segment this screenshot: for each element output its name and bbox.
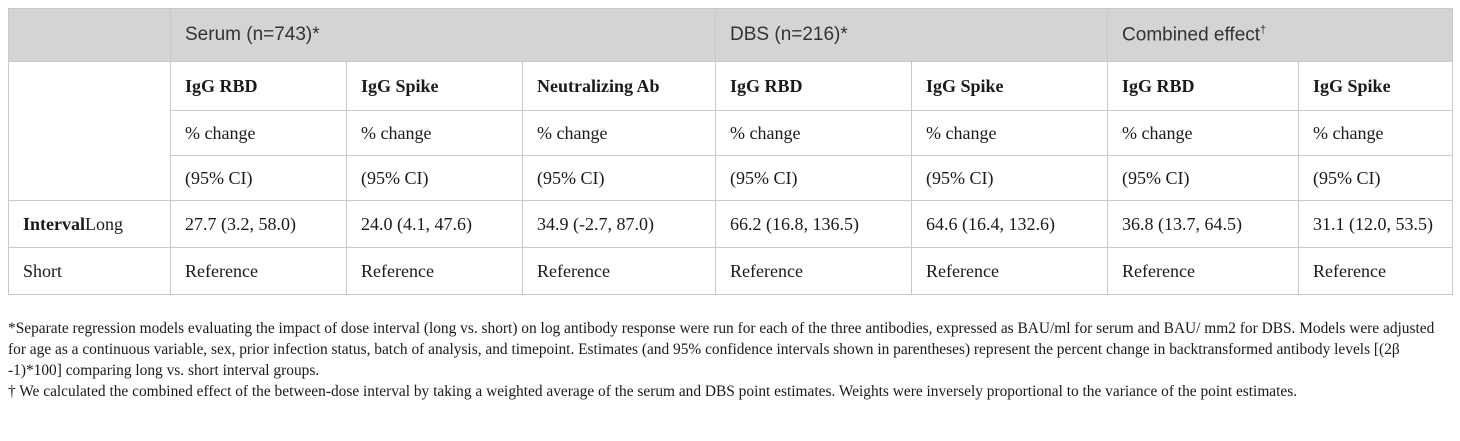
results-table-container: Serum (n=743)* DBS (n=216)* Combined eff… <box>8 8 1454 295</box>
row-label-header <box>8 61 171 201</box>
ci-header: (95% CI) <box>1298 155 1454 201</box>
change-header: % change <box>1298 110 1454 156</box>
antibody-header: IgG RBD <box>715 61 913 111</box>
antibody-header: IgG RBD <box>1107 61 1300 111</box>
table-cell: Reference <box>521 247 717 295</box>
combined-group-label: Combined effect <box>1122 24 1261 46</box>
change-header: % change <box>170 110 347 156</box>
dbs-group-header: DBS (n=216)* <box>715 8 1109 62</box>
table-cell: 34.9 (-2.7, 87.0) <box>521 200 717 248</box>
table-cell: Reference <box>1107 247 1300 295</box>
table-cell: 64.6 (16.4, 132.6) <box>911 200 1109 248</box>
row-label: Short <box>8 247 171 295</box>
table-cell: Reference <box>1298 247 1454 295</box>
corner-cell <box>8 8 171 62</box>
change-header-row: % change % change % change % change % ch… <box>9 110 1454 156</box>
row-label: IntervalLong <box>8 200 171 248</box>
ci-header: (95% CI) <box>911 155 1109 201</box>
results-table: Serum (n=743)* DBS (n=216)* Combined eff… <box>8 8 1454 295</box>
antibody-header: IgG Spike <box>911 61 1109 111</box>
change-header: % change <box>346 110 523 156</box>
ci-header-row: (95% CI) (95% CI) (95% CI) (95% CI) (95%… <box>9 155 1454 201</box>
ci-header: (95% CI) <box>346 155 523 201</box>
change-header: % change <box>1107 110 1300 156</box>
table-cell: 66.2 (16.8, 136.5) <box>715 200 913 248</box>
table-cell: 31.1 (12.0, 53.5) <box>1298 200 1454 248</box>
antibody-header: IgG Spike <box>1298 61 1454 111</box>
ci-header: (95% CI) <box>521 155 717 201</box>
footnote-methods: *Separate regression models evaluating t… <box>8 320 1435 379</box>
antibody-header-row: IgG RBD IgG Spike Neutralizing Ab IgG RB… <box>8 61 1454 201</box>
dagger-mark: † <box>1260 23 1267 36</box>
ci-header: (95% CI) <box>715 155 913 201</box>
combined-group-header: Combined effect† <box>1107 8 1454 62</box>
table-cell: 36.8 (13.7, 64.5) <box>1107 200 1300 248</box>
serum-group-header: Serum (n=743)* <box>169 8 717 62</box>
table-cell: Reference <box>715 247 913 295</box>
table-cell: 27.7 (3.2, 58.0) <box>170 200 347 248</box>
change-header: % change <box>521 110 717 156</box>
table-footnotes: *Separate regression models evaluating t… <box>8 318 1452 402</box>
antibody-header: Neutralizing Ab <box>521 61 717 111</box>
ci-header: (95% CI) <box>1107 155 1300 201</box>
table-cell: Reference <box>911 247 1109 295</box>
antibody-header: IgG Spike <box>346 61 523 111</box>
table-cell: Reference <box>170 247 347 295</box>
change-header: % change <box>715 110 913 156</box>
table-row-long: IntervalLong 27.7 (3.2, 58.0) 24.0 (4.1,… <box>8 200 1454 248</box>
table-cell: Reference <box>346 247 523 295</box>
table-cell: 24.0 (4.1, 47.6) <box>346 200 523 248</box>
row-label-level: Long <box>85 213 123 234</box>
change-header: % change <box>911 110 1109 156</box>
table-row-short: Short Reference Reference Reference Refe… <box>8 247 1454 295</box>
row-label-variable: Interval <box>23 213 85 234</box>
footnote-combined-effect: † We calculated the combined effect of t… <box>8 383 1298 400</box>
group-header-row: Serum (n=743)* DBS (n=216)* Combined eff… <box>8 8 1454 62</box>
ci-header: (95% CI) <box>170 155 347 201</box>
antibody-header: IgG RBD <box>170 61 347 111</box>
